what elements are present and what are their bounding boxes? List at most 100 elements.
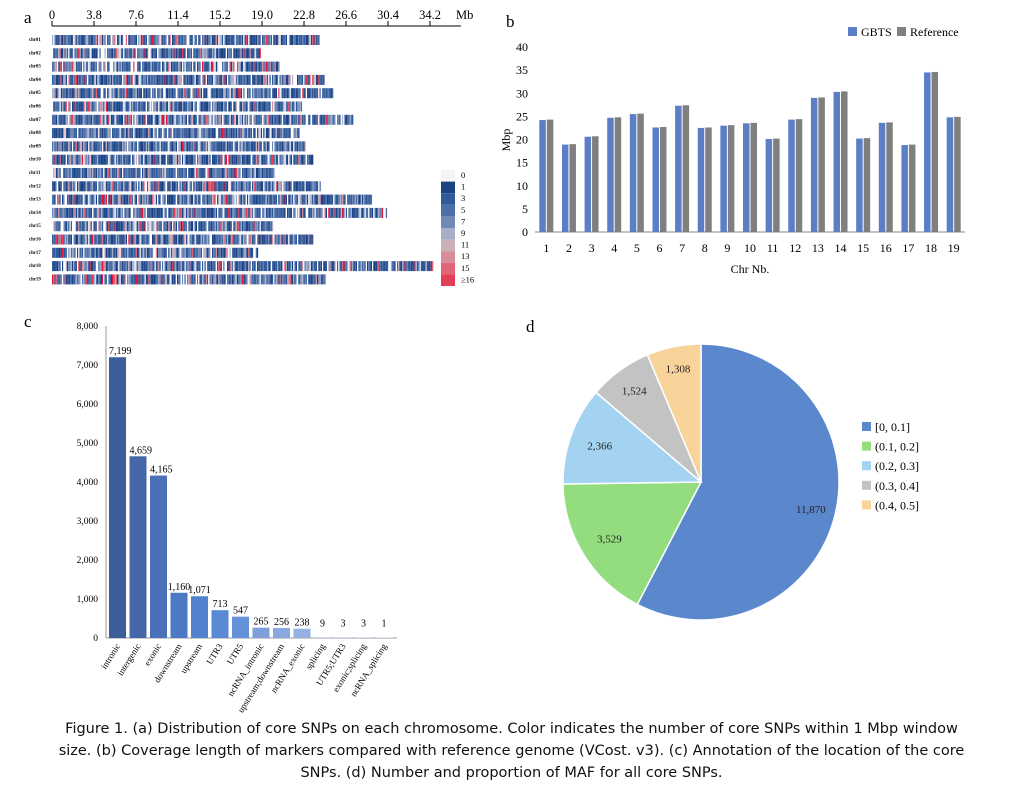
snp-density-cell [245,168,248,178]
snp-density-cell [300,154,303,165]
snp-density-cell [57,141,59,152]
snp-density-cell [344,114,346,125]
snp-density-cell [97,261,99,272]
snp-density-cell [262,194,264,205]
snp-density-cell [202,221,204,232]
snp-density-cell [100,234,103,245]
snp-density-cell [102,101,104,112]
snp-density-cell [138,154,140,165]
snp-density-cell [79,261,81,272]
snp-density-cell [222,114,224,125]
panel-label-b: b [506,12,515,31]
snp-density-cell [168,61,170,72]
snp-density-cell [83,35,85,45]
snp-density-cell [283,234,285,245]
snp-density-cell [345,261,348,272]
snp-density-cell [175,207,178,218]
caption-line-1: Figure 1. (a) Distribution of core SNPs … [65,721,958,737]
snp-density-cell [168,114,170,125]
snp-density-cell [90,35,93,45]
snp-density-cell [173,101,175,112]
snp-density-cell [229,234,231,245]
snp-density-cell [168,141,170,152]
snp-density-cell [289,74,291,85]
snp-density-cell [147,35,149,45]
snp-density-cell [173,221,175,232]
x-tick-label: 2 [566,241,572,255]
snp-density-cell [372,261,374,272]
snp-density-cell [237,48,239,59]
legend-label: (0.3, 0.4] [875,479,919,493]
snp-density-cell [133,207,135,218]
snp-density-cell [193,154,195,165]
snp-density-cell [219,234,221,245]
snp-density-cell [254,48,256,59]
snp-density-cell [419,261,421,272]
snp-density-cell [200,61,203,72]
snp-density-cell [87,35,89,45]
snp-density-cell [98,194,100,205]
snp-density-cell [192,181,194,192]
snp-density-cell [100,128,103,139]
snp-density-cell [250,234,253,245]
snp-density-cell [242,128,244,139]
snp-density-cell [179,48,181,59]
snp-density-cell [78,181,80,192]
snp-density-cell [213,207,215,218]
chromosome-track [52,234,314,245]
snp-density-cell [182,154,184,165]
snp-density-cell [288,261,290,272]
snp-density-cell [113,274,115,285]
snp-density-cell [59,114,61,125]
snp-density-cell [114,61,116,72]
snp-density-cell [227,35,229,45]
snp-density-cell [133,154,135,165]
snp-density-cell [139,48,141,59]
snp-density-cell [187,88,189,99]
snp-density-cell [77,168,79,178]
snp-density-cell [89,168,91,178]
snp-density-cell [137,261,139,272]
bar-value-label: 1,160 [168,582,191,593]
snp-density-cell [147,88,149,99]
snp-density-cell [180,261,183,272]
snp-density-cell [284,88,286,99]
snp-density-cell [153,207,155,218]
chromosome-label: chr16 [29,238,41,243]
snp-density-cell [142,74,144,85]
snp-density-cell [247,181,249,192]
snp-density-cell [85,194,88,205]
snp-density-cell [318,274,320,285]
snp-density-cell [113,35,115,45]
snp-density-cell [70,221,73,232]
snp-density-cell [109,247,111,258]
snp-density-cell [283,128,285,139]
snp-density-cell [330,114,333,125]
snp-density-cell [73,74,75,85]
snp-density-cell [164,101,166,112]
snp-density-cell [244,35,246,45]
snp-density-cell [253,101,255,112]
snp-density-cell [283,154,285,165]
snp-density-cell [98,207,100,218]
snp-density-cell [369,194,371,205]
snp-density-cell [113,101,115,112]
reference-bar [818,97,825,232]
snp-density-cell [284,35,286,45]
snp-density-cell [294,74,296,85]
snp-density-cell [144,141,146,152]
snp-density-cell [204,221,206,232]
snp-density-cell [190,154,193,165]
snp-density-cell [333,114,335,125]
snp-density-cell [137,154,139,165]
snp-density-cell [297,74,299,85]
snp-density-cell [118,247,120,258]
snp-density-cell [57,181,59,192]
snp-density-cell [353,261,355,272]
snp-density-cell [92,207,94,218]
snp-density-cell [134,88,136,99]
snp-density-cell [329,207,331,218]
snp-density-cell [214,88,216,99]
snp-density-cell [253,261,255,272]
snp-density-cell [184,261,186,272]
